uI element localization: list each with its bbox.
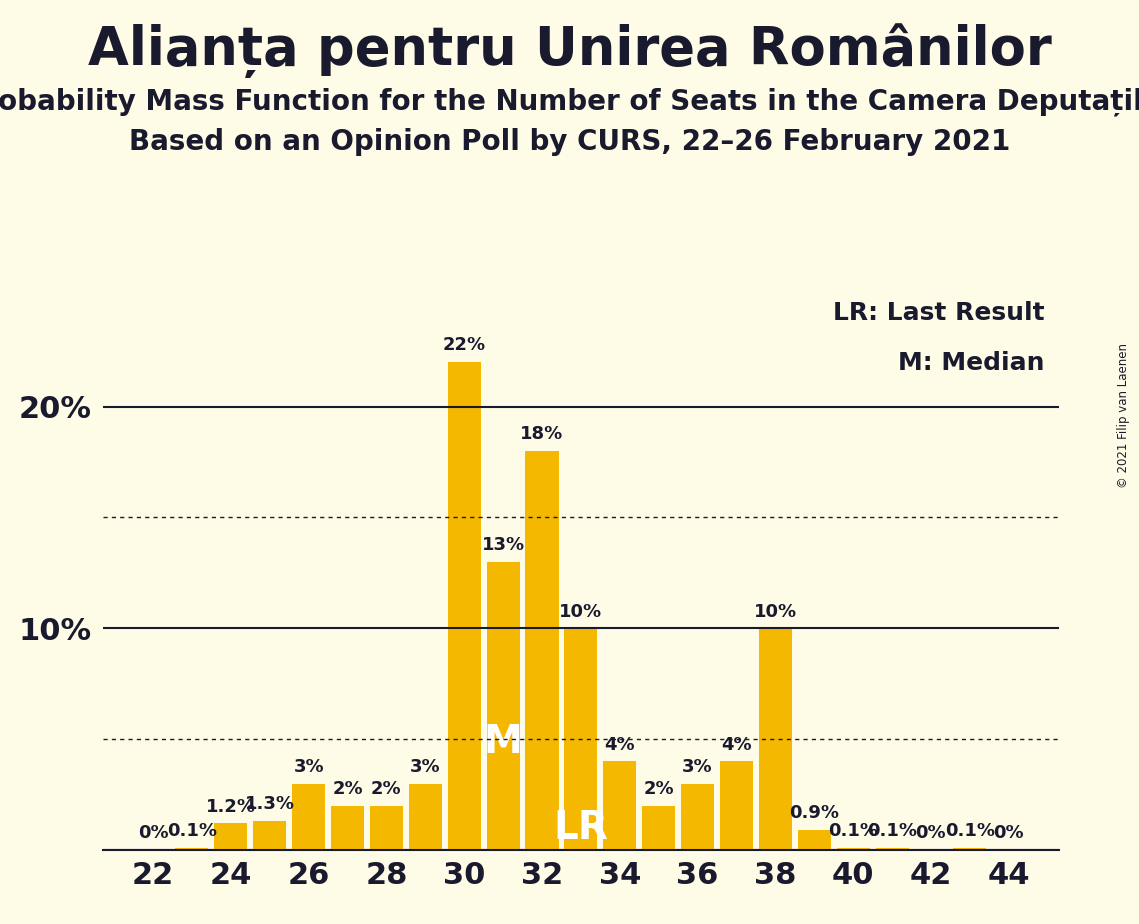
Text: 22%: 22%: [443, 336, 485, 355]
Text: M: Median: M: Median: [899, 351, 1044, 375]
Text: 1.3%: 1.3%: [245, 796, 295, 813]
Text: 2%: 2%: [333, 780, 363, 798]
Bar: [448, 362, 481, 850]
Text: 0%: 0%: [916, 824, 947, 843]
Bar: [837, 848, 870, 850]
Bar: [797, 830, 830, 850]
Text: M: M: [484, 723, 523, 761]
Text: Based on an Opinion Poll by CURS, 22–26 February 2021: Based on an Opinion Poll by CURS, 22–26 …: [129, 128, 1010, 155]
Text: 0.9%: 0.9%: [789, 805, 839, 822]
Text: 10%: 10%: [754, 602, 797, 621]
Bar: [214, 823, 247, 850]
Bar: [253, 821, 286, 850]
Bar: [525, 451, 558, 850]
Text: 10%: 10%: [559, 602, 603, 621]
Text: 3%: 3%: [294, 758, 323, 776]
Bar: [681, 784, 714, 850]
Bar: [292, 784, 325, 850]
Text: 0%: 0%: [138, 824, 169, 843]
Bar: [564, 628, 598, 850]
Text: Probability Mass Function for the Number of Seats in the Camera Deputaților: Probability Mass Function for the Number…: [0, 88, 1139, 116]
Bar: [604, 761, 637, 850]
Text: LR: Last Result: LR: Last Result: [834, 301, 1044, 325]
Text: LR: LR: [554, 808, 608, 846]
Text: 1.2%: 1.2%: [206, 797, 256, 816]
Text: 0.1%: 0.1%: [167, 822, 216, 840]
Text: 3%: 3%: [682, 758, 713, 776]
Bar: [175, 848, 208, 850]
Bar: [720, 761, 753, 850]
Bar: [953, 848, 986, 850]
Bar: [409, 784, 442, 850]
Text: © 2021 Filip van Laenen: © 2021 Filip van Laenen: [1117, 344, 1130, 488]
Text: 0.1%: 0.1%: [828, 822, 878, 840]
Text: 18%: 18%: [521, 425, 564, 444]
Text: Alianța pentru Unirea Românilor: Alianța pentru Unirea Românilor: [88, 23, 1051, 78]
Text: 3%: 3%: [410, 758, 441, 776]
Text: 4%: 4%: [721, 736, 752, 754]
Text: 2%: 2%: [644, 780, 674, 798]
Text: 0%: 0%: [993, 824, 1024, 843]
Bar: [759, 628, 792, 850]
Text: 0.1%: 0.1%: [867, 822, 917, 840]
Text: 0.1%: 0.1%: [945, 822, 994, 840]
Bar: [370, 806, 403, 850]
Text: 13%: 13%: [482, 536, 525, 554]
Bar: [486, 562, 519, 850]
Bar: [642, 806, 675, 850]
Bar: [331, 806, 364, 850]
Text: 2%: 2%: [371, 780, 402, 798]
Bar: [876, 848, 909, 850]
Text: 4%: 4%: [605, 736, 636, 754]
